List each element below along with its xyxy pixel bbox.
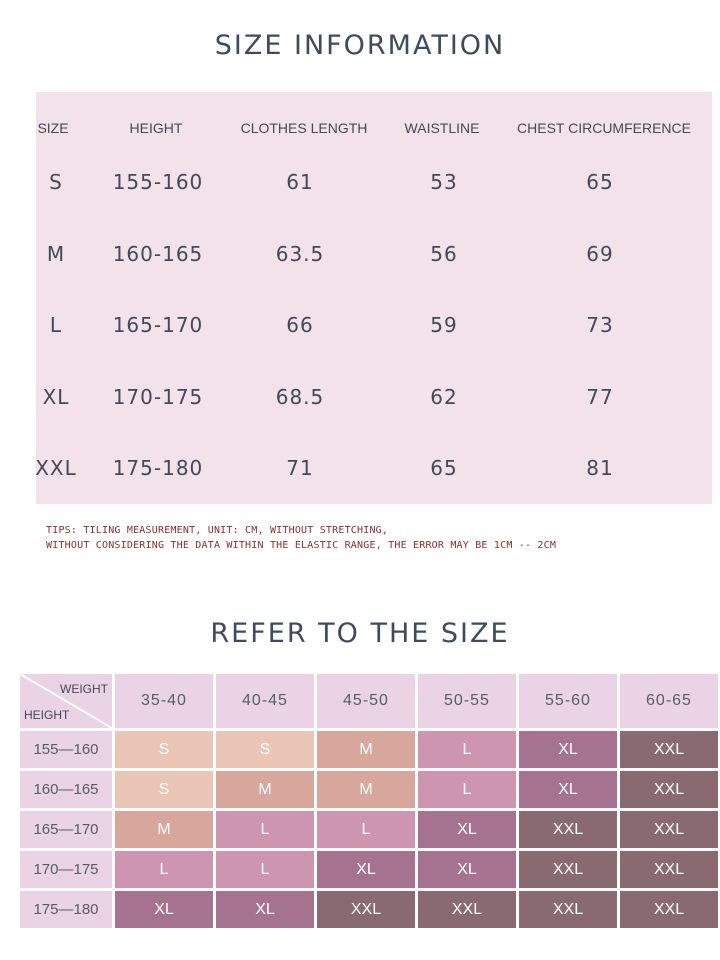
- size-cell: XL: [317, 851, 415, 888]
- header-clothes-length: CLOTHES LENGTH: [240, 120, 368, 136]
- table-row: XL 170-175 68.5 62 77: [36, 385, 712, 415]
- height-header: 175—180: [20, 891, 112, 928]
- size-cell: XXL: [620, 771, 718, 808]
- size-cell: M: [115, 811, 213, 848]
- tips-line-1: TIPS: TILING MEASUREMENT, UNIT: CM, WITH…: [46, 525, 389, 536]
- weight-header: 45-50: [317, 674, 415, 728]
- size-cell: L: [216, 851, 314, 888]
- cell-clothes-length: 66: [286, 313, 314, 337]
- size-cell: XXL: [519, 851, 617, 888]
- weight-header: 35-40: [115, 674, 213, 728]
- size-reference-grid: WEIGHT HEIGHT 35-40 40-45 45-50 50-55 55-60 6…: [20, 674, 718, 928]
- size-cell: L: [317, 811, 415, 848]
- size-cell: M: [317, 731, 415, 768]
- cell-height: 155-160: [112, 170, 204, 194]
- size-cell: XXL: [620, 731, 718, 768]
- cell-size: XXL: [35, 456, 77, 480]
- cell-size: M: [46, 241, 66, 266]
- cell-waistline: 65: [430, 456, 458, 480]
- size-cell: S: [115, 731, 213, 768]
- cell-waistline: 53: [430, 170, 458, 194]
- cell-height: 165-170: [112, 313, 204, 337]
- size-cell: S: [216, 731, 314, 768]
- cell-chest: 69: [586, 241, 614, 266]
- height-header: 165—170: [20, 811, 112, 848]
- cell-waistline: 56: [430, 241, 458, 266]
- table-row: L 165-170 66 59 73: [36, 313, 712, 343]
- size-cell: L: [216, 811, 314, 848]
- size-cell: XXL: [317, 891, 415, 928]
- refer-to-size-title: REFER TO THE SIZE: [210, 618, 510, 649]
- height-header: 160—165: [20, 771, 112, 808]
- weight-header: 40-45: [216, 674, 314, 728]
- corner-weight-label: WEIGHT: [60, 682, 108, 696]
- size-cell: XXL: [620, 811, 718, 848]
- cell-chest: 81: [586, 456, 614, 480]
- cell-clothes-length: 68.5: [275, 384, 325, 409]
- cell-height: 160-165: [112, 241, 204, 266]
- size-cell: M: [216, 771, 314, 808]
- corner-diagonal: [20, 674, 112, 728]
- size-cell: XL: [519, 731, 617, 768]
- size-cell: XXL: [620, 891, 718, 928]
- header-chest-circumference: CHEST CIRCUMFERENCE: [517, 120, 691, 136]
- cell-size: L: [49, 313, 63, 337]
- size-information-title: SIZE INFORMATION: [214, 30, 506, 61]
- size-cell: XL: [418, 811, 516, 848]
- cell-clothes-length: 63.5: [275, 241, 325, 266]
- size-cell: L: [418, 771, 516, 808]
- size-cell: XXL: [519, 891, 617, 928]
- cell-chest: 73: [586, 313, 614, 337]
- cell-chest: 77: [586, 384, 614, 409]
- cell-clothes-length: 71: [286, 456, 314, 480]
- table-row: S 155-160 61 53 65: [36, 170, 712, 200]
- cell-height: 175-180: [112, 456, 204, 480]
- cell-waistline: 59: [430, 313, 458, 337]
- size-information-table: SIZE HEIGHT CLOTHES LENGTH WAISTLINE CHE…: [35, 92, 712, 504]
- cell-size: S: [49, 170, 63, 194]
- cell-chest: 65: [586, 170, 614, 194]
- measurement-tips: TIPS: TILING MEASUREMENT, UNIT: CM, WITH…: [46, 523, 706, 553]
- tips-line-2: WITHOUT CONSIDERING THE DATA WITHIN THE …: [46, 540, 557, 551]
- header-height: HEIGHT: [129, 120, 183, 136]
- weight-header: 50-55: [418, 674, 516, 728]
- size-cell: XXL: [519, 811, 617, 848]
- size-cell: XL: [519, 771, 617, 808]
- height-header: 170—175: [20, 851, 112, 888]
- cell-size: XL: [42, 384, 70, 409]
- size-cell: XL: [115, 891, 213, 928]
- table-row: XXL 175-180 71 65 81: [35, 456, 712, 486]
- cell-height: 170-175: [112, 384, 204, 409]
- size-cell: M: [317, 771, 415, 808]
- grid-corner: WEIGHT HEIGHT: [20, 674, 112, 728]
- size-cell: XXL: [620, 851, 718, 888]
- cell-clothes-length: 61: [286, 170, 314, 194]
- size-cell: S: [115, 771, 213, 808]
- header-size: SIZE: [37, 120, 69, 136]
- size-cell: XL: [418, 851, 516, 888]
- weight-header: 55-60: [519, 674, 617, 728]
- size-cell: XXL: [418, 891, 516, 928]
- size-cell: L: [115, 851, 213, 888]
- corner-height-label: HEIGHT: [24, 708, 70, 722]
- cell-waistline: 62: [430, 384, 458, 409]
- size-cell: XL: [216, 891, 314, 928]
- table-row: M 160-165 63.5 56 69: [36, 242, 712, 272]
- weight-header: 60-65: [620, 674, 718, 728]
- size-cell: L: [418, 731, 516, 768]
- height-header: 155—160: [20, 731, 112, 768]
- table-header-row: SIZE HEIGHT CLOTHES LENGTH WAISTLINE CHE…: [36, 120, 712, 150]
- header-waistline: WAISTLINE: [404, 120, 480, 136]
